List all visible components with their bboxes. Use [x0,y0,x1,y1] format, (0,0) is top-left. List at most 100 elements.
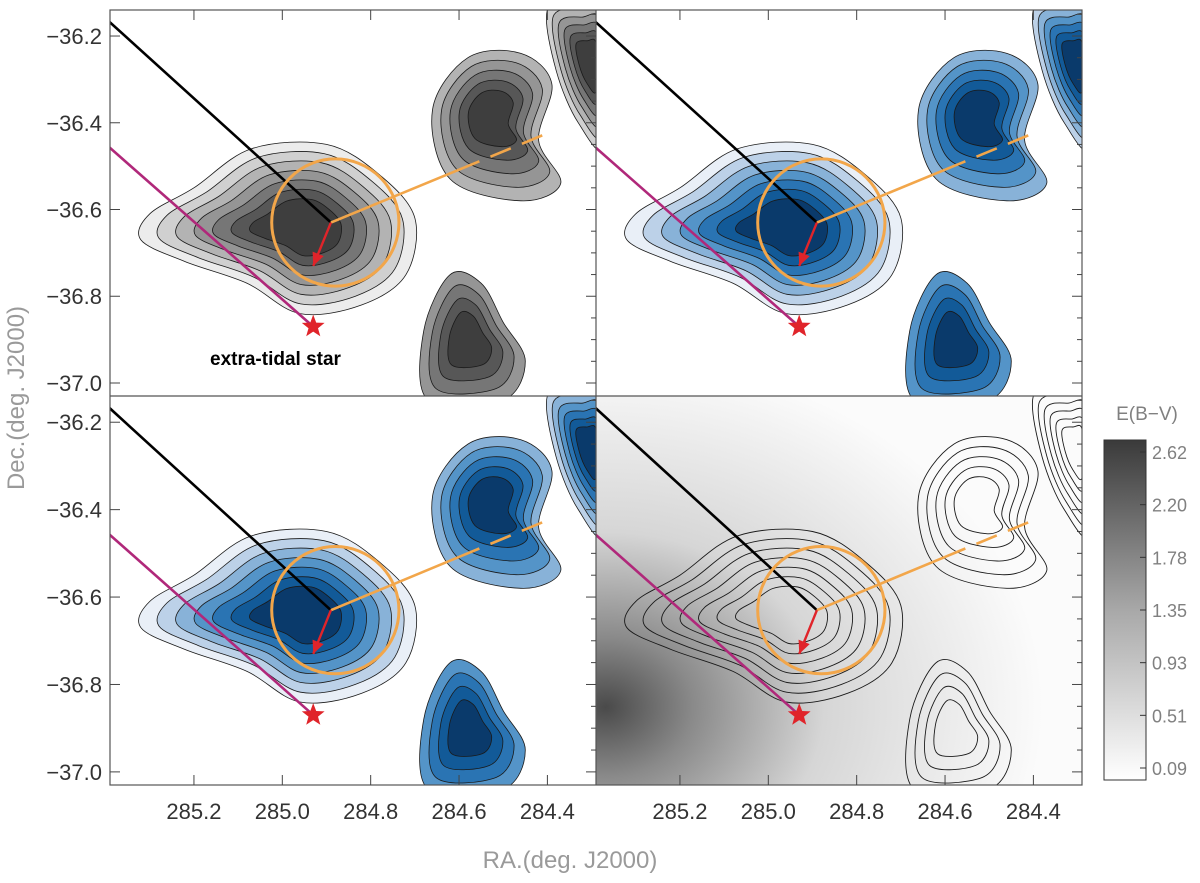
black-direction-line [110,20,332,224]
contour-se-level-3 [923,685,990,771]
contour-ne-level-5 [953,476,1003,535]
orange-dashed-line [458,130,553,171]
contour-se-level-4 [447,310,493,369]
contour-corner-level-4 [1049,407,1082,504]
colorbar-label: E(B−V) [1116,404,1178,425]
y-tick-label: −36.2 [46,24,102,49]
y-tick-label: −36.6 [46,198,102,223]
colorbar: E(B−V) 2.62 2.20 1.78 1.35 0.93 0.51 0.09 [1103,404,1187,781]
annotation-extra-tidal-star: extra-tidal star [210,349,342,370]
overlays [110,20,1039,725]
contour-ne-level-3 [935,456,1026,562]
magenta-orbit-line [110,533,315,717]
proper-motion-arrowhead [312,639,324,654]
density-map [624,10,1082,396]
contour-corner-level-6 [1061,424,1082,481]
proper-motion-arrowhead [798,251,810,266]
contour-ne-level-5 [467,476,517,535]
y-tick-label: −36.8 [46,672,102,697]
colorbar-tick-label: 0.51 [1152,706,1187,726]
overlay-tl [110,20,553,337]
contour-corner-level-6 [575,425,596,481]
black-direction-line [596,20,818,224]
y-tick-label: −36.6 [46,585,102,610]
contour-corner-level-2 [1037,396,1082,526]
extra-tidal-star-marker [787,314,811,337]
black-direction-line [110,406,332,612]
contour-corner-level-6 [575,38,596,94]
x-tick-label: 285.2 [652,799,707,824]
tidal-radius-circle [756,157,887,288]
overlay-tr [596,20,1039,337]
tidal-radius-circle [756,545,887,676]
contour-ne-level-5 [953,89,1003,148]
panel-bottom-left [110,396,596,785]
orange-solid-line [330,555,460,612]
contour-ne-level-4 [944,466,1015,548]
proper-motion-arrowhead [798,639,810,654]
orange-dashed-line [458,517,553,559]
density-map [138,396,596,785]
x-tick-label: 285.0 [741,799,796,824]
overlay-br [596,406,1039,725]
colorbar-tick-label: 0.09 [1152,759,1187,779]
x-tick-label: 284.8 [829,799,884,824]
extra-tidal-star-marker [301,703,325,725]
colorbar-tick-label: 2.62 [1152,443,1187,463]
x-tick-label: 284.6 [918,799,973,824]
contour-se-level-4 [933,699,979,757]
contour-corner-level-1 [1032,396,1082,537]
contour-main-level-5 [698,566,854,665]
tidal-radius-circle [270,545,401,676]
extra-tidal-star-marker [301,314,325,337]
panel-bottom-right [596,396,1082,785]
axis-ticks: −36.2 −36.4 −36.6 −36.8 −37.0 −36.2 −36.4 −36.6… [46,10,1082,824]
orange-dashed-line [944,517,1039,559]
tidal-radius-circle [270,157,401,288]
panel-top-left [110,10,596,396]
orange-solid-line [816,555,946,612]
x-tick-label: 284.8 [343,799,398,824]
colorbar-gradient [1103,439,1147,781]
orange-dashed-line [944,130,1039,171]
contour-ne-level-1 [917,436,1048,589]
y-tick-label: −37.0 [46,371,102,396]
colorbar-ticks: 2.62 2.20 1.78 1.35 0.93 0.51 0.09 [1140,443,1187,779]
contour-se-level-1 [905,659,1012,785]
colorbar-tick-label: 1.78 [1152,548,1187,568]
magenta-orbit-line [596,146,801,328]
x-tick-label: 284.6 [432,799,487,824]
y-tick-label: −36.4 [46,111,102,136]
contour-se-level-4 [933,310,979,369]
contour-se-level-4 [447,699,493,757]
y-tick-label: −37.0 [46,760,102,785]
contour-ne-level-2 [926,446,1037,576]
colorbar-tick-label: 2.20 [1152,496,1187,516]
x-tick-label: 284.4 [520,799,575,824]
y-axis-label: Dec.(deg. J2000) [3,306,30,490]
contour-se-level-2 [914,672,1001,784]
orange-solid-line [816,168,946,224]
y-tick-label: −36.8 [46,284,102,309]
colorbar-tick-label: 1.35 [1152,601,1187,621]
contour-corner-level-5 [1055,416,1082,492]
colorbar-tick-label: 0.93 [1152,654,1187,674]
density-map [138,10,596,396]
contour-main-level-7 [734,585,829,645]
panel-top-right [596,10,1082,396]
contour-corner-level-3 [1043,399,1082,515]
x-tick-label: 285.2 [166,799,221,824]
x-axis-label: RA.(deg. J2000) [483,847,658,874]
y-tick-label: −36.4 [46,498,102,523]
orange-solid-line [330,168,460,224]
magenta-orbit-line [596,533,801,717]
extinction-map [596,396,1082,785]
contour-corner-level-6 [1061,38,1082,94]
extra-tidal-star-marker [787,703,811,725]
contour-ne-level-5 [467,89,517,148]
x-tick-label: 285.0 [255,799,310,824]
x-tick-label: 284.4 [1006,799,1061,824]
proper-motion-arrowhead [312,251,324,266]
magenta-orbit-line [110,146,315,328]
